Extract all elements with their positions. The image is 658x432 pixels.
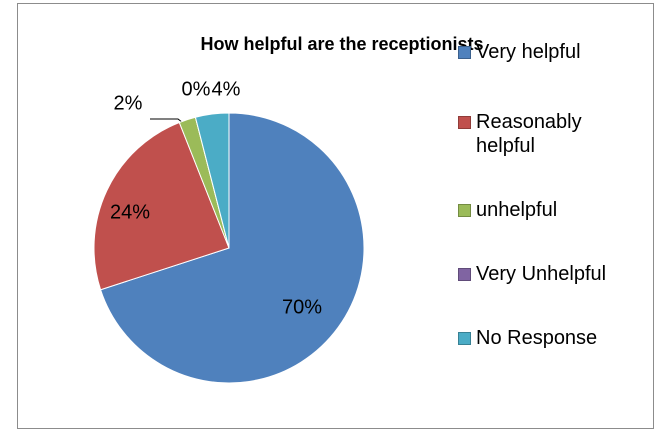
pie-slice: [99, 112, 365, 384]
legend-label: Reasonably helpful: [476, 111, 582, 157]
pie-slice: [93, 121, 230, 291]
legend-swatch: [458, 332, 471, 345]
legend-swatch: [458, 46, 471, 59]
pie-slice: [194, 112, 230, 249]
legend-item: Very helpful: [458, 40, 626, 64]
chart-frame: [17, 3, 654, 429]
legend-item: Reasonably helpful: [458, 110, 626, 158]
data-label: 2%: [114, 92, 143, 114]
data-label: 0%: [182, 78, 211, 100]
legend-swatch: [458, 116, 471, 129]
data-label: 24%: [110, 201, 150, 223]
legend-swatch: [458, 204, 471, 217]
legend-label: Very helpful: [476, 41, 581, 63]
legend-swatch: [458, 268, 471, 281]
legend-item: Very Unhelpful: [458, 262, 626, 286]
chart-title: How helpful are the receptionists: [200, 34, 483, 54]
legend-label: unhelpful: [476, 199, 558, 221]
legend-item: unhelpful: [458, 198, 626, 222]
legend-item: No Response: [458, 326, 626, 350]
data-label: 4%: [212, 78, 241, 100]
data-label: 70%: [282, 296, 322, 318]
legend-label: No Response: [476, 327, 598, 349]
legend-label: Very Unhelpful: [476, 263, 607, 285]
